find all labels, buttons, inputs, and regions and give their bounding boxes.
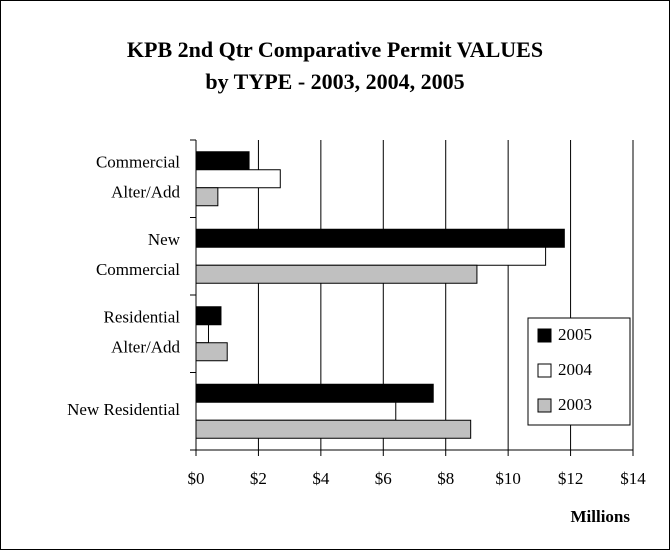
bar [195,228,565,248]
bar [195,169,281,189]
legend-label: 2003 [558,395,592,414]
bar [195,151,250,171]
chart-title: KPB 2nd Qtr Comparative Permit VALUES [127,37,543,62]
bar [195,306,222,326]
bar [195,401,397,421]
bar [195,187,219,207]
y-tick-label: Alter/Add [111,183,180,202]
legend-swatch [537,363,552,378]
y-tick-label: New Residential [67,400,180,419]
y-tick-label: Residential [104,308,181,327]
bar [195,246,547,266]
y-tick-label: Alter/Add [111,338,180,357]
x-tick-label: $14 [620,469,646,488]
bar [195,264,478,284]
x-tick-label: $2 [250,469,267,488]
bar [195,342,228,362]
x-axis-label: Millions [570,507,630,526]
bar [195,383,434,403]
x-tick-label: $8 [437,469,454,488]
bar [195,324,209,344]
legend-label: 2005 [558,325,592,344]
y-tick-label: Commercial [96,153,180,172]
x-tick-label: $0 [188,469,205,488]
x-tick-label: $6 [375,469,392,488]
x-tick-label: $10 [495,469,521,488]
chart-title: by TYPE - 2003, 2004, 2005 [205,69,464,94]
x-tick-label: $4 [312,469,330,488]
legend-label: 2004 [558,360,593,379]
legend-swatch [537,328,552,343]
y-tick-label: New [148,230,181,249]
legend-swatch [537,398,552,413]
y-tick-label: Commercial [96,260,180,279]
x-tick-label: $12 [558,469,584,488]
bar [195,419,472,439]
